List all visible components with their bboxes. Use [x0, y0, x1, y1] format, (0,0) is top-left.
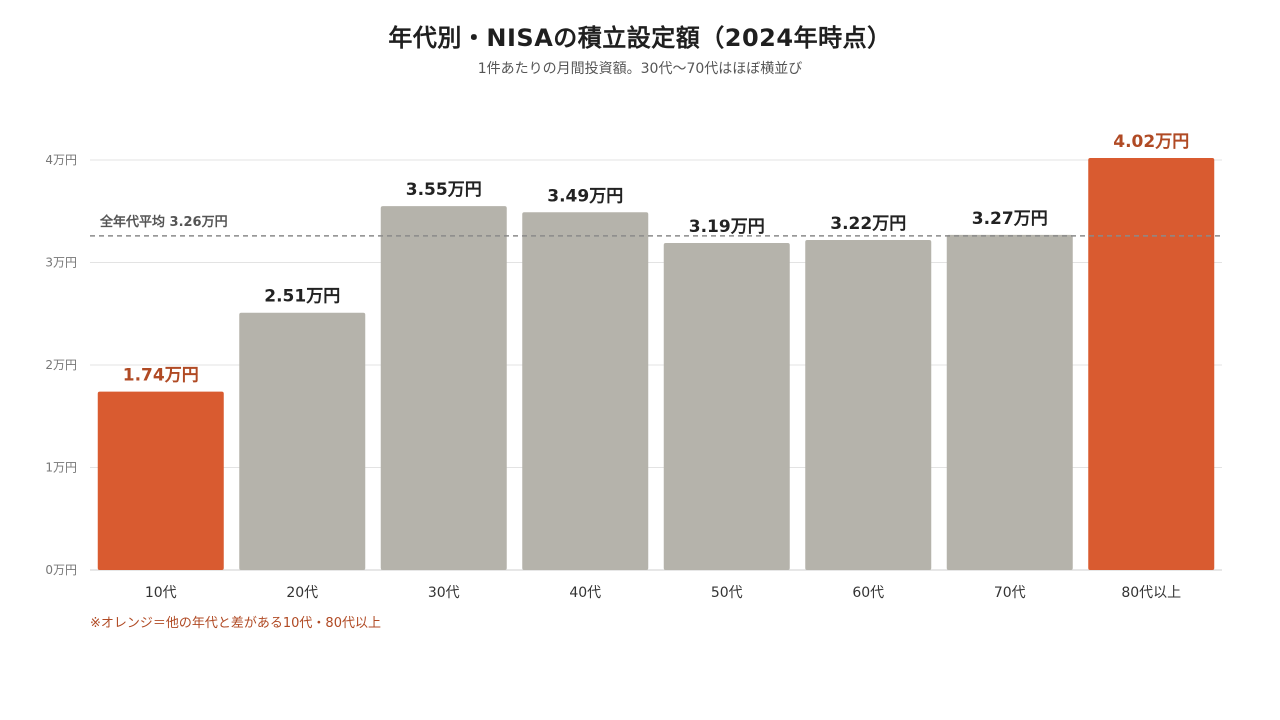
- average-line-group: 全年代平均 3.26万円: [90, 214, 1222, 237]
- bar: [522, 212, 649, 570]
- y-axis-ticks: 0万円 1万円 2万円 3万円 4万円: [45, 153, 77, 577]
- bar: [380, 206, 507, 570]
- x-tick-label: 70代: [994, 585, 1026, 601]
- bar: [805, 239, 932, 570]
- bar-value-label: 4.02万円: [1113, 132, 1189, 152]
- bars: [97, 157, 1215, 570]
- x-tick-label: 10代: [145, 585, 177, 601]
- y-tick-label: 0万円: [45, 563, 77, 577]
- bar: [946, 234, 1073, 570]
- x-tick-label: 40代: [569, 585, 601, 601]
- bar: [97, 391, 224, 570]
- bar-value-label: 3.27万円: [972, 209, 1048, 229]
- x-axis-ticks: 10代 20代 30代 40代 50代 60代 70代 80代以上: [145, 585, 1181, 601]
- x-tick-label: 30代: [428, 585, 460, 601]
- bar-value-label: 3.49万円: [547, 186, 623, 206]
- bar-value-label: 2.51万円: [264, 287, 340, 307]
- x-tick-label: 20代: [286, 585, 318, 601]
- y-tick-label: 1万円: [45, 461, 77, 475]
- chart-title: 年代別・NISAの積立設定額（2024年時点）: [388, 24, 892, 52]
- x-tick-label: 50代: [711, 585, 743, 601]
- chart-subtitle: 1件あたりの月間投資額。30代〜70代はほぼ横並び: [477, 61, 803, 77]
- y-tick-label: 3万円: [45, 256, 77, 270]
- y-tick-label: 4万円: [45, 153, 77, 167]
- bar-value-label: 3.19万円: [689, 217, 765, 237]
- x-tick-label: 60代: [852, 585, 884, 601]
- bar: [239, 312, 366, 570]
- bar-value-labels: 1.74万円 2.51万円 3.55万円 3.49万円 3.19万円 3.22万円 3.27…: [123, 132, 1189, 386]
- average-label: 全年代平均 3.26万円: [99, 214, 228, 230]
- x-tick-label: 80代以上: [1121, 585, 1181, 601]
- bar: [663, 243, 790, 570]
- y-tick-label: 2万円: [45, 358, 77, 372]
- bar-value-label: 1.74万円: [123, 366, 199, 386]
- bar-value-label: 3.55万円: [406, 180, 482, 200]
- bar: [1088, 157, 1215, 570]
- chart-footnote: ※オレンジ＝他の年代と差がある10代・80代以上: [90, 616, 381, 631]
- bar-value-label: 3.22万円: [830, 214, 906, 234]
